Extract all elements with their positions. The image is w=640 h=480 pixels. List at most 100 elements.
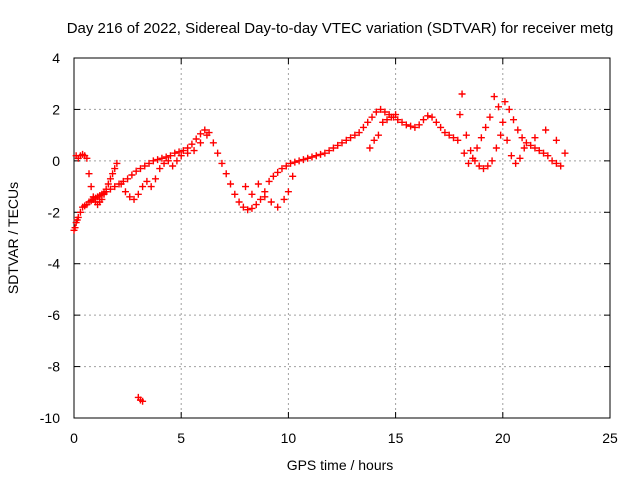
data-point: [445, 131, 453, 139]
data-point: [540, 149, 548, 157]
data-point: [244, 206, 252, 214]
data-point: [254, 180, 262, 188]
y-axis-label: SDTVAR / TECUs: [5, 182, 21, 294]
data-point: [381, 108, 389, 116]
data-point: [518, 134, 526, 142]
data-point: [136, 165, 144, 173]
data-point: [76, 208, 84, 216]
data-point: [552, 159, 560, 167]
data-point: [428, 113, 436, 121]
data-point: [214, 149, 222, 157]
data-point: [169, 162, 177, 170]
data-point: [278, 165, 286, 173]
data-point: [106, 175, 114, 183]
data-point: [441, 129, 449, 137]
data-point: [449, 134, 457, 142]
data-point: [462, 131, 470, 139]
data-point: [522, 139, 530, 147]
data-point: [156, 165, 164, 173]
data-point: [531, 144, 539, 152]
data-point: [495, 103, 503, 111]
data-point: [377, 105, 385, 113]
data-point: [411, 123, 419, 131]
y-tick-label: 0: [52, 153, 60, 169]
data-point: [458, 90, 466, 98]
data-point: [98, 195, 106, 203]
data-point: [473, 144, 481, 152]
data-point: [325, 147, 333, 155]
data-point: [111, 165, 119, 173]
data-point: [503, 136, 511, 144]
data-point: [535, 147, 543, 155]
data-point: [456, 111, 464, 119]
data-point: [139, 397, 147, 405]
data-point: [147, 183, 155, 191]
data-point: [477, 134, 485, 142]
y-tick-label: -2: [48, 204, 61, 220]
data-point: [561, 149, 569, 157]
data-point: [488, 157, 496, 165]
data-point: [126, 193, 134, 201]
data-point: [374, 131, 382, 139]
data-point: [179, 147, 187, 155]
data-point: [261, 193, 269, 201]
data-point: [171, 149, 179, 157]
data-point: [282, 162, 290, 170]
data-point: [109, 170, 117, 178]
data-point: [299, 156, 307, 164]
data-point: [145, 159, 153, 167]
data-point: [265, 177, 273, 185]
data-point: [342, 136, 350, 144]
grid-lines: [74, 58, 610, 418]
data-point: [71, 224, 79, 232]
data-point: [295, 157, 303, 165]
data-point: [209, 139, 217, 147]
data-point: [312, 152, 320, 160]
data-point: [100, 190, 108, 198]
data-point: [143, 177, 151, 185]
data-point: [289, 172, 297, 180]
data-point: [432, 118, 440, 126]
data-point: [87, 183, 95, 191]
data-point: [175, 148, 183, 156]
data-point: [201, 126, 209, 134]
data-point: [542, 126, 550, 134]
data-point: [149, 157, 157, 165]
data-point: [130, 195, 138, 203]
data-point: [467, 147, 475, 155]
data-point: [499, 118, 507, 126]
data-point: [372, 108, 380, 116]
data-point: [321, 149, 329, 157]
y-tick-label: -10: [40, 410, 60, 426]
data-point: [257, 195, 265, 203]
data-point: [510, 116, 518, 124]
data-point: [548, 157, 556, 165]
data-point: [188, 140, 196, 148]
data-point: [520, 144, 528, 152]
data-point: [557, 162, 565, 170]
data-point: [392, 111, 400, 119]
data-point: [516, 154, 524, 162]
data-point: [141, 162, 149, 170]
data-point: [274, 203, 282, 211]
data-point: [329, 144, 337, 152]
x-tick-label: 0: [70, 430, 78, 446]
data-point: [121, 188, 129, 196]
data-point: [158, 154, 166, 162]
data-point: [252, 201, 260, 209]
data-point: [132, 167, 140, 175]
data-point: [162, 153, 170, 161]
data-point: [124, 175, 132, 183]
data-point: [239, 203, 247, 211]
data-point: [242, 183, 250, 191]
data-point: [492, 144, 500, 152]
y-tick-label: 4: [52, 50, 60, 66]
data-point: [383, 116, 391, 124]
data-point: [415, 121, 423, 129]
data-point: [196, 139, 204, 147]
data-point: [355, 129, 363, 137]
data-point: [227, 180, 235, 188]
data-point: [113, 159, 121, 167]
data-point: [222, 170, 230, 178]
